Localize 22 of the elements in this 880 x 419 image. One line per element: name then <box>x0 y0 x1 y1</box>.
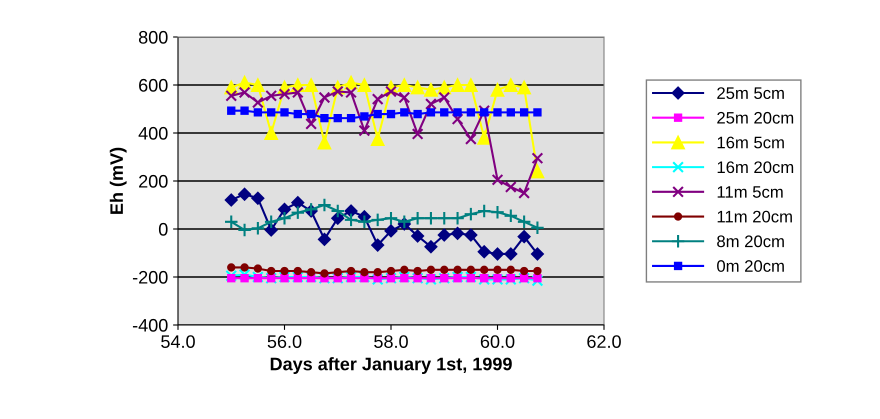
x-axis-title: Days after January 1st, 1999 <box>270 357 512 374</box>
legend-label: 16m 20cm <box>718 161 794 174</box>
y-tick-label: 0 <box>158 222 168 236</box>
legend-label: 8m 20cm <box>717 235 784 248</box>
y-tick-label: -400 <box>132 318 168 332</box>
x-tick-label: 60.0 <box>480 335 514 348</box>
y-tick-label: 200 <box>139 174 168 188</box>
x-tick-label: 58.0 <box>374 335 408 348</box>
y-tick-label: 400 <box>138 126 168 140</box>
legend-label: 11m 20cm <box>718 210 792 223</box>
y-axis-title: Eh (mV) <box>110 148 127 214</box>
y-tick-label: 800 <box>138 30 168 44</box>
y-tick-label: -200 <box>132 270 168 284</box>
legend-label: 0m 20cm <box>717 260 784 272</box>
y-tick-label: 600 <box>139 78 168 92</box>
legend-label: 25m 5cm <box>717 87 784 100</box>
legend-label: 11m 5cm <box>718 186 783 198</box>
legend-label: 25m 20cm <box>717 112 794 124</box>
x-tick-label: 54.0 <box>161 335 195 348</box>
x-tick-label: 56.0 <box>268 335 302 348</box>
legend-label: 16m 5cm <box>718 136 784 148</box>
x-tick-label: 62.0 <box>587 335 621 348</box>
